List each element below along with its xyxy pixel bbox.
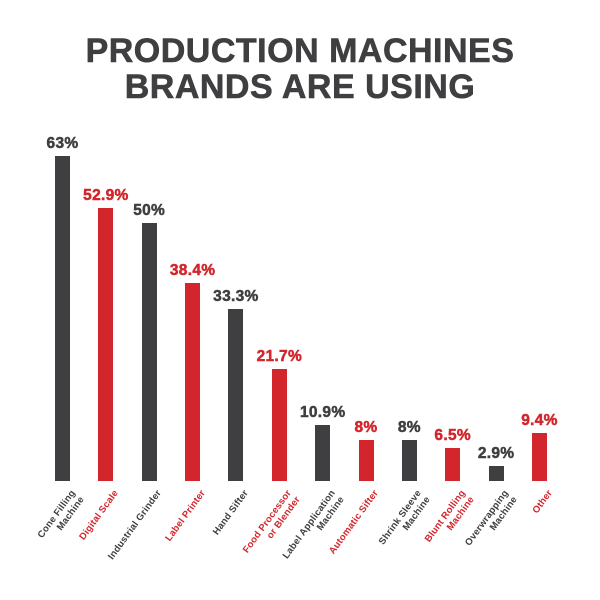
bar (271, 369, 287, 481)
chart-title-line1: PRODUCTION MACHINES (85, 32, 515, 70)
bar-value-label: 21.7% (256, 348, 303, 366)
bar (228, 309, 244, 481)
bar-value-label: 33.3% (213, 288, 259, 306)
bar-value-label: 38.4% (169, 261, 216, 280)
bar-value-label: 52.9% (83, 187, 129, 205)
bar (315, 424, 331, 481)
bar-value-label: 8% (354, 418, 378, 436)
bar-value-label: 9.4% (521, 411, 558, 429)
bar-value-label: 2.9% (477, 445, 515, 463)
bar (358, 439, 374, 481)
bar-value-label: 8% (397, 418, 421, 436)
bar (55, 155, 70, 481)
bar-category-label-line: Other (530, 488, 555, 516)
bar (445, 447, 461, 481)
bar-category-label-line: Hand Sifter (210, 488, 251, 538)
bar-value-label: 6.5% (434, 426, 471, 444)
bar (185, 282, 201, 481)
bar (401, 439, 417, 481)
bar (532, 432, 547, 481)
bar (141, 223, 157, 481)
bar (98, 208, 114, 481)
bar-category-label-line: Label Printer (162, 488, 208, 544)
bar-value-label: 50% (133, 202, 166, 220)
bar-value-label: 63% (46, 134, 79, 153)
chart-title-line2: BRANDS ARE USING (124, 68, 476, 106)
bar-category-label-line: Digital Scale (77, 488, 121, 543)
chart-title: PRODUCTION MACHINES BRANDS ARE USING (0, 32, 600, 106)
bar (488, 466, 504, 481)
bar-value-label: 10.9% (299, 403, 346, 422)
